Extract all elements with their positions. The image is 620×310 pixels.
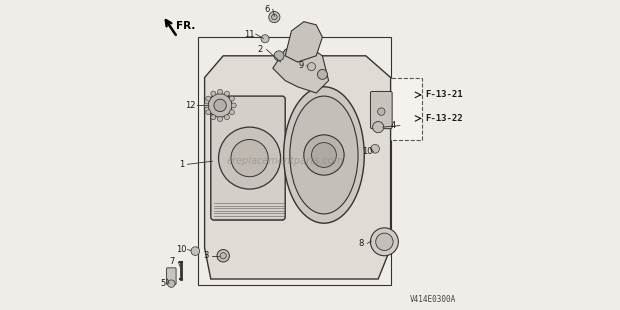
Circle shape (261, 35, 269, 43)
Text: F-13-22: F-13-22 (425, 114, 463, 123)
Circle shape (272, 14, 277, 20)
Text: 4: 4 (391, 121, 396, 130)
Circle shape (269, 11, 280, 23)
Circle shape (312, 143, 336, 167)
Circle shape (378, 108, 385, 115)
Circle shape (218, 89, 223, 94)
FancyBboxPatch shape (371, 91, 392, 129)
Circle shape (191, 247, 200, 255)
Circle shape (229, 110, 234, 115)
Text: 9: 9 (298, 60, 303, 70)
Circle shape (304, 135, 344, 175)
Circle shape (308, 63, 316, 71)
Circle shape (208, 94, 232, 117)
Circle shape (206, 96, 211, 101)
Circle shape (218, 117, 223, 122)
Polygon shape (205, 56, 391, 279)
Circle shape (211, 91, 216, 96)
Text: 1: 1 (179, 160, 184, 169)
Circle shape (376, 233, 393, 250)
Circle shape (371, 228, 398, 256)
Circle shape (206, 110, 211, 115)
Circle shape (211, 115, 216, 120)
Circle shape (217, 250, 229, 262)
Text: ereplacementparts.com: ereplacementparts.com (227, 156, 343, 166)
Text: 8: 8 (358, 239, 364, 248)
Circle shape (219, 127, 280, 189)
Circle shape (371, 144, 379, 153)
Text: 12: 12 (185, 101, 196, 110)
Circle shape (224, 115, 229, 120)
Bar (198, 37, 391, 285)
Circle shape (224, 91, 229, 96)
Text: 6: 6 (264, 5, 269, 14)
Circle shape (274, 51, 284, 61)
Circle shape (229, 96, 234, 101)
Circle shape (231, 140, 268, 177)
Circle shape (373, 122, 384, 133)
Circle shape (204, 103, 209, 108)
Text: 5: 5 (160, 279, 166, 288)
Circle shape (317, 69, 327, 79)
Polygon shape (273, 43, 329, 93)
Text: 10: 10 (176, 245, 187, 254)
Text: FR.: FR. (176, 21, 195, 31)
FancyBboxPatch shape (211, 96, 285, 220)
Circle shape (231, 103, 236, 108)
Circle shape (214, 99, 226, 112)
Text: 11: 11 (244, 29, 255, 39)
Text: 10: 10 (362, 147, 373, 157)
Circle shape (220, 253, 226, 259)
Text: 7: 7 (169, 257, 175, 267)
Ellipse shape (290, 96, 358, 214)
Ellipse shape (284, 87, 365, 223)
Polygon shape (285, 22, 322, 62)
FancyBboxPatch shape (166, 268, 176, 285)
Text: V414E0300A: V414E0300A (409, 295, 456, 304)
Text: 2: 2 (258, 45, 263, 54)
Circle shape (167, 280, 175, 287)
Text: F-13-21: F-13-21 (425, 90, 463, 100)
Text: 3: 3 (203, 251, 209, 260)
Bar (369, 78, 422, 140)
